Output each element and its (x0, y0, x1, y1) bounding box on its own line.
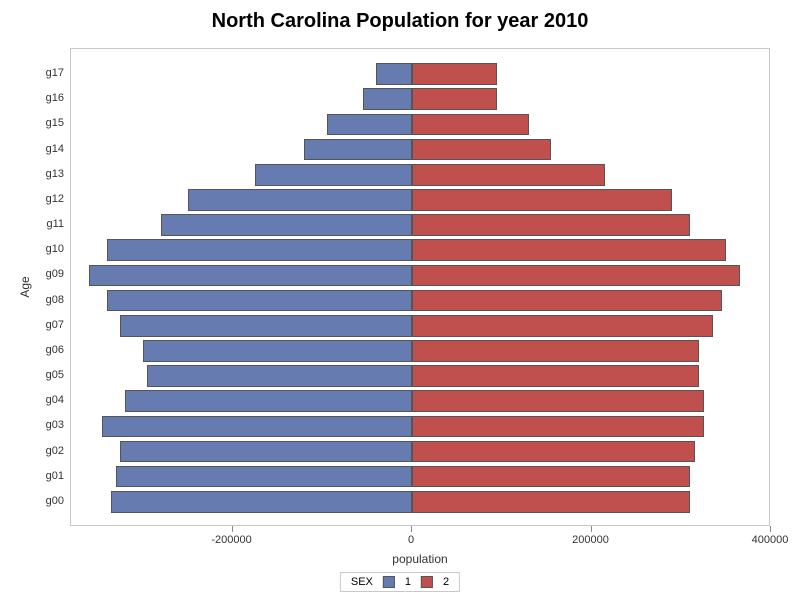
y-tick-label: g08 (30, 294, 64, 306)
y-tick-label: g13 (30, 168, 64, 180)
bar-series-2 (412, 491, 690, 513)
bar-series-2 (412, 315, 713, 337)
bar-series-1 (107, 239, 412, 261)
plot-area (70, 48, 770, 526)
y-tick-label: g01 (30, 470, 64, 482)
bar-series-1 (255, 164, 412, 186)
bar-series-2 (412, 416, 704, 438)
y-tick-label: g17 (30, 67, 64, 79)
bar-series-1 (125, 390, 412, 412)
legend-title: SEX (351, 576, 373, 588)
bar-series-2 (412, 290, 722, 312)
x-tick-label: 400000 (752, 534, 789, 546)
bar-series-2 (412, 139, 551, 161)
y-tick-label: g04 (30, 394, 64, 406)
x-axis-label: population (392, 552, 447, 566)
y-tick-label: g15 (30, 117, 64, 129)
x-tick-label: 200000 (572, 534, 609, 546)
legend-item-label: 2 (443, 576, 449, 588)
x-tick (770, 526, 771, 532)
bar-series-1 (363, 88, 412, 110)
x-tick (411, 526, 412, 532)
legend: SEX 1 2 (340, 572, 460, 592)
bar-series-1 (147, 365, 412, 387)
chart-container: North Carolina Population for year 2010 … (0, 0, 800, 600)
bar-series-2 (412, 88, 497, 110)
y-tick-label: g07 (30, 319, 64, 331)
bar-series-1 (120, 441, 412, 463)
bar-series-2 (412, 365, 699, 387)
legend-swatch (383, 576, 395, 588)
bar-series-1 (116, 466, 412, 488)
legend-item-label: 1 (405, 576, 411, 588)
x-tick-label: 0 (408, 534, 414, 546)
bar-series-1 (120, 315, 412, 337)
y-tick-label: g02 (30, 445, 64, 457)
x-tick (232, 526, 233, 532)
bar-series-2 (412, 390, 704, 412)
legend-swatch (421, 576, 433, 588)
bar-series-1 (188, 189, 412, 211)
bar-series-2 (412, 340, 699, 362)
bar-series-2 (412, 114, 529, 136)
bar-series-2 (412, 214, 690, 236)
y-tick-label: g03 (30, 419, 64, 431)
y-tick-label: g11 (30, 218, 64, 230)
x-tick (591, 526, 592, 532)
bar-series-1 (161, 214, 412, 236)
bar-series-1 (327, 114, 412, 136)
bar-series-2 (412, 164, 605, 186)
bar-series-2 (412, 265, 740, 287)
x-tick-label: -200000 (211, 534, 251, 546)
bar-series-2 (412, 63, 497, 85)
bar-series-1 (89, 265, 412, 287)
bar-series-1 (111, 491, 412, 513)
y-tick-label: g12 (30, 193, 64, 205)
y-tick-label: g05 (30, 369, 64, 381)
y-tick-label: g09 (30, 268, 64, 280)
bar-series-1 (304, 139, 412, 161)
bar-series-1 (102, 416, 412, 438)
chart-title: North Carolina Population for year 2010 (0, 0, 800, 33)
y-tick-label: g10 (30, 243, 64, 255)
bar-series-1 (107, 290, 412, 312)
bar-series-1 (376, 63, 412, 85)
y-tick-label: g14 (30, 143, 64, 155)
bar-series-2 (412, 239, 726, 261)
y-tick-label: g00 (30, 495, 64, 507)
bar-series-2 (412, 466, 690, 488)
y-tick-label: g16 (30, 92, 64, 104)
bar-series-2 (412, 441, 695, 463)
bar-series-2 (412, 189, 672, 211)
y-tick-label: g06 (30, 344, 64, 356)
bar-series-1 (143, 340, 412, 362)
